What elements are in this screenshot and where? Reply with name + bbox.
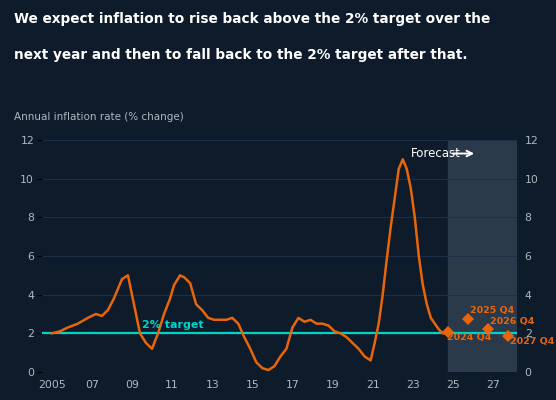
Text: 2025 Q4: 2025 Q4 — [470, 306, 515, 316]
Text: 2% target: 2% target — [142, 320, 203, 330]
Text: 2026 Q4: 2026 Q4 — [490, 317, 535, 326]
Text: next year and then to fall back to the 2% target after that.: next year and then to fall back to the 2… — [14, 48, 468, 62]
Text: Forecast: Forecast — [411, 147, 461, 160]
Text: 2024 Q4: 2024 Q4 — [447, 334, 492, 342]
Text: We expect inflation to rise back above the 2% target over the: We expect inflation to rise back above t… — [14, 12, 490, 26]
Text: Annual inflation rate (% change): Annual inflation rate (% change) — [14, 112, 183, 122]
Bar — [448, 140, 517, 372]
Text: 2027 Q4: 2027 Q4 — [510, 337, 555, 346]
